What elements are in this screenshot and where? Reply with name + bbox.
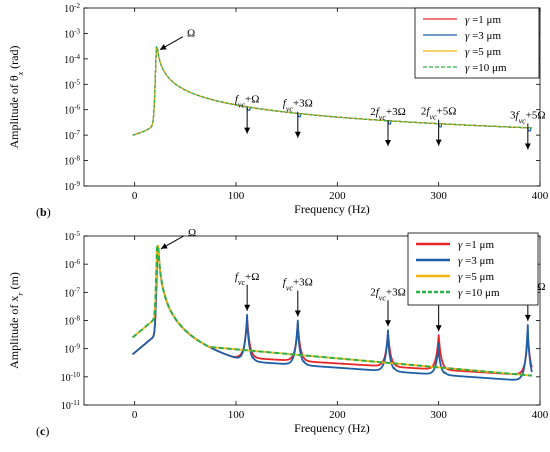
y-tick-label: 10-2: [64, 2, 80, 15]
legend-label: γ =10 μm: [465, 62, 507, 74]
annotation-arrow-head: [294, 131, 301, 138]
annotation-arrow-head: [244, 127, 251, 134]
annotation-label: 2fvc+3Ω: [370, 286, 406, 302]
y-tick-label: 10-6: [64, 258, 80, 271]
series-line: [132, 46, 533, 136]
y-axis-label: Amplitude of θx (rad): [7, 46, 25, 149]
x-tick-label: 200: [329, 190, 346, 202]
y-tick-label: 10-4: [64, 53, 80, 66]
y-tick-label: 10-5: [64, 78, 80, 91]
y-tick-label: 10-5: [64, 230, 80, 243]
x-tick-label: 100: [228, 409, 245, 421]
x-tick-label: 300: [430, 190, 447, 202]
annotation-arrow-head: [244, 304, 251, 311]
x-tick-label: 100: [228, 190, 245, 202]
x-tick-label: 400: [532, 190, 549, 202]
x-tick-label: 300: [430, 409, 447, 421]
annotation-arrow-head: [524, 143, 531, 150]
y-tick-label: 10-10: [61, 371, 81, 384]
annotation-arrow-head: [294, 310, 301, 317]
annotation-arrow-head: [385, 140, 391, 147]
x-tick-label: 400: [532, 409, 549, 421]
annotation-arrow-head: [524, 314, 531, 321]
annotation-label: 2fvc+3Ω: [370, 106, 406, 122]
annotation-arrow-head: [385, 320, 391, 327]
chart-panel-b: 0 100 200 300 400 10-9 10-8 10-7 10-6 10-5 10-4 10-…: [7, 2, 549, 219]
y-tick-label: 10-9: [64, 343, 80, 356]
y-tick-label: 10-8: [64, 155, 80, 168]
legend-label: γ =5 μm: [458, 271, 494, 283]
series-line: [131, 244, 533, 377]
annotation-label: fvc+3Ω: [283, 98, 313, 114]
annotation-arrow-head: [160, 243, 168, 249]
plot-frame: [83, 7, 541, 187]
legend-label: γ =1 μm: [465, 14, 501, 26]
y-axis-label: Amplitude of xr (m): [7, 272, 25, 369]
x-axis-label: Frequency (Hz): [294, 421, 370, 435]
x-tick-label: 0: [132, 190, 138, 202]
annotation-label: Ω: [187, 28, 195, 40]
legend-label: γ =5 μm: [465, 46, 501, 58]
y-tick-label: 10-6: [64, 104, 80, 117]
panel-label: (b): [36, 205, 51, 219]
y-tick-label: 10-7: [64, 129, 80, 142]
y-tick-label: 10-11: [61, 399, 81, 412]
y-tick-label: 10-8: [64, 315, 80, 328]
annotation-label: fvc+3Ω: [283, 277, 313, 293]
y-tick-label: 10-3: [64, 27, 80, 40]
legend-label: γ =1 μm: [458, 239, 494, 251]
x-axis-label: Frequency (Hz): [294, 202, 370, 216]
annotation-label: 3fvc+5Ω: [510, 109, 546, 125]
annotation-arrow-head: [435, 325, 442, 332]
annotation-label: fvc+Ω: [235, 94, 260, 110]
annotation-arrow-head: [159, 44, 167, 50]
panel-label: (c): [36, 424, 49, 438]
annotation-label: Ω: [188, 227, 196, 239]
y-tick-label: 10-9: [64, 180, 80, 193]
annotation-label: 2fvc+5Ω: [421, 106, 457, 122]
legend-label: γ =3 μm: [458, 255, 494, 267]
legend-box: [414, 7, 540, 79]
chart-panel-c: 0 100 200 300 400 10-11 10-10 10-9 10-8 10-7 10-6 1…: [7, 227, 549, 438]
legend-label: γ =3 μm: [465, 30, 501, 42]
annotation-label: fvc+Ω: [235, 271, 260, 287]
legend-label: γ =10 μm: [458, 287, 500, 299]
x-tick-label: 0: [132, 409, 138, 421]
x-tick-label: 200: [329, 409, 346, 421]
y-tick-label: 10-7: [64, 286, 80, 299]
annotation-arrow-head: [435, 139, 442, 146]
